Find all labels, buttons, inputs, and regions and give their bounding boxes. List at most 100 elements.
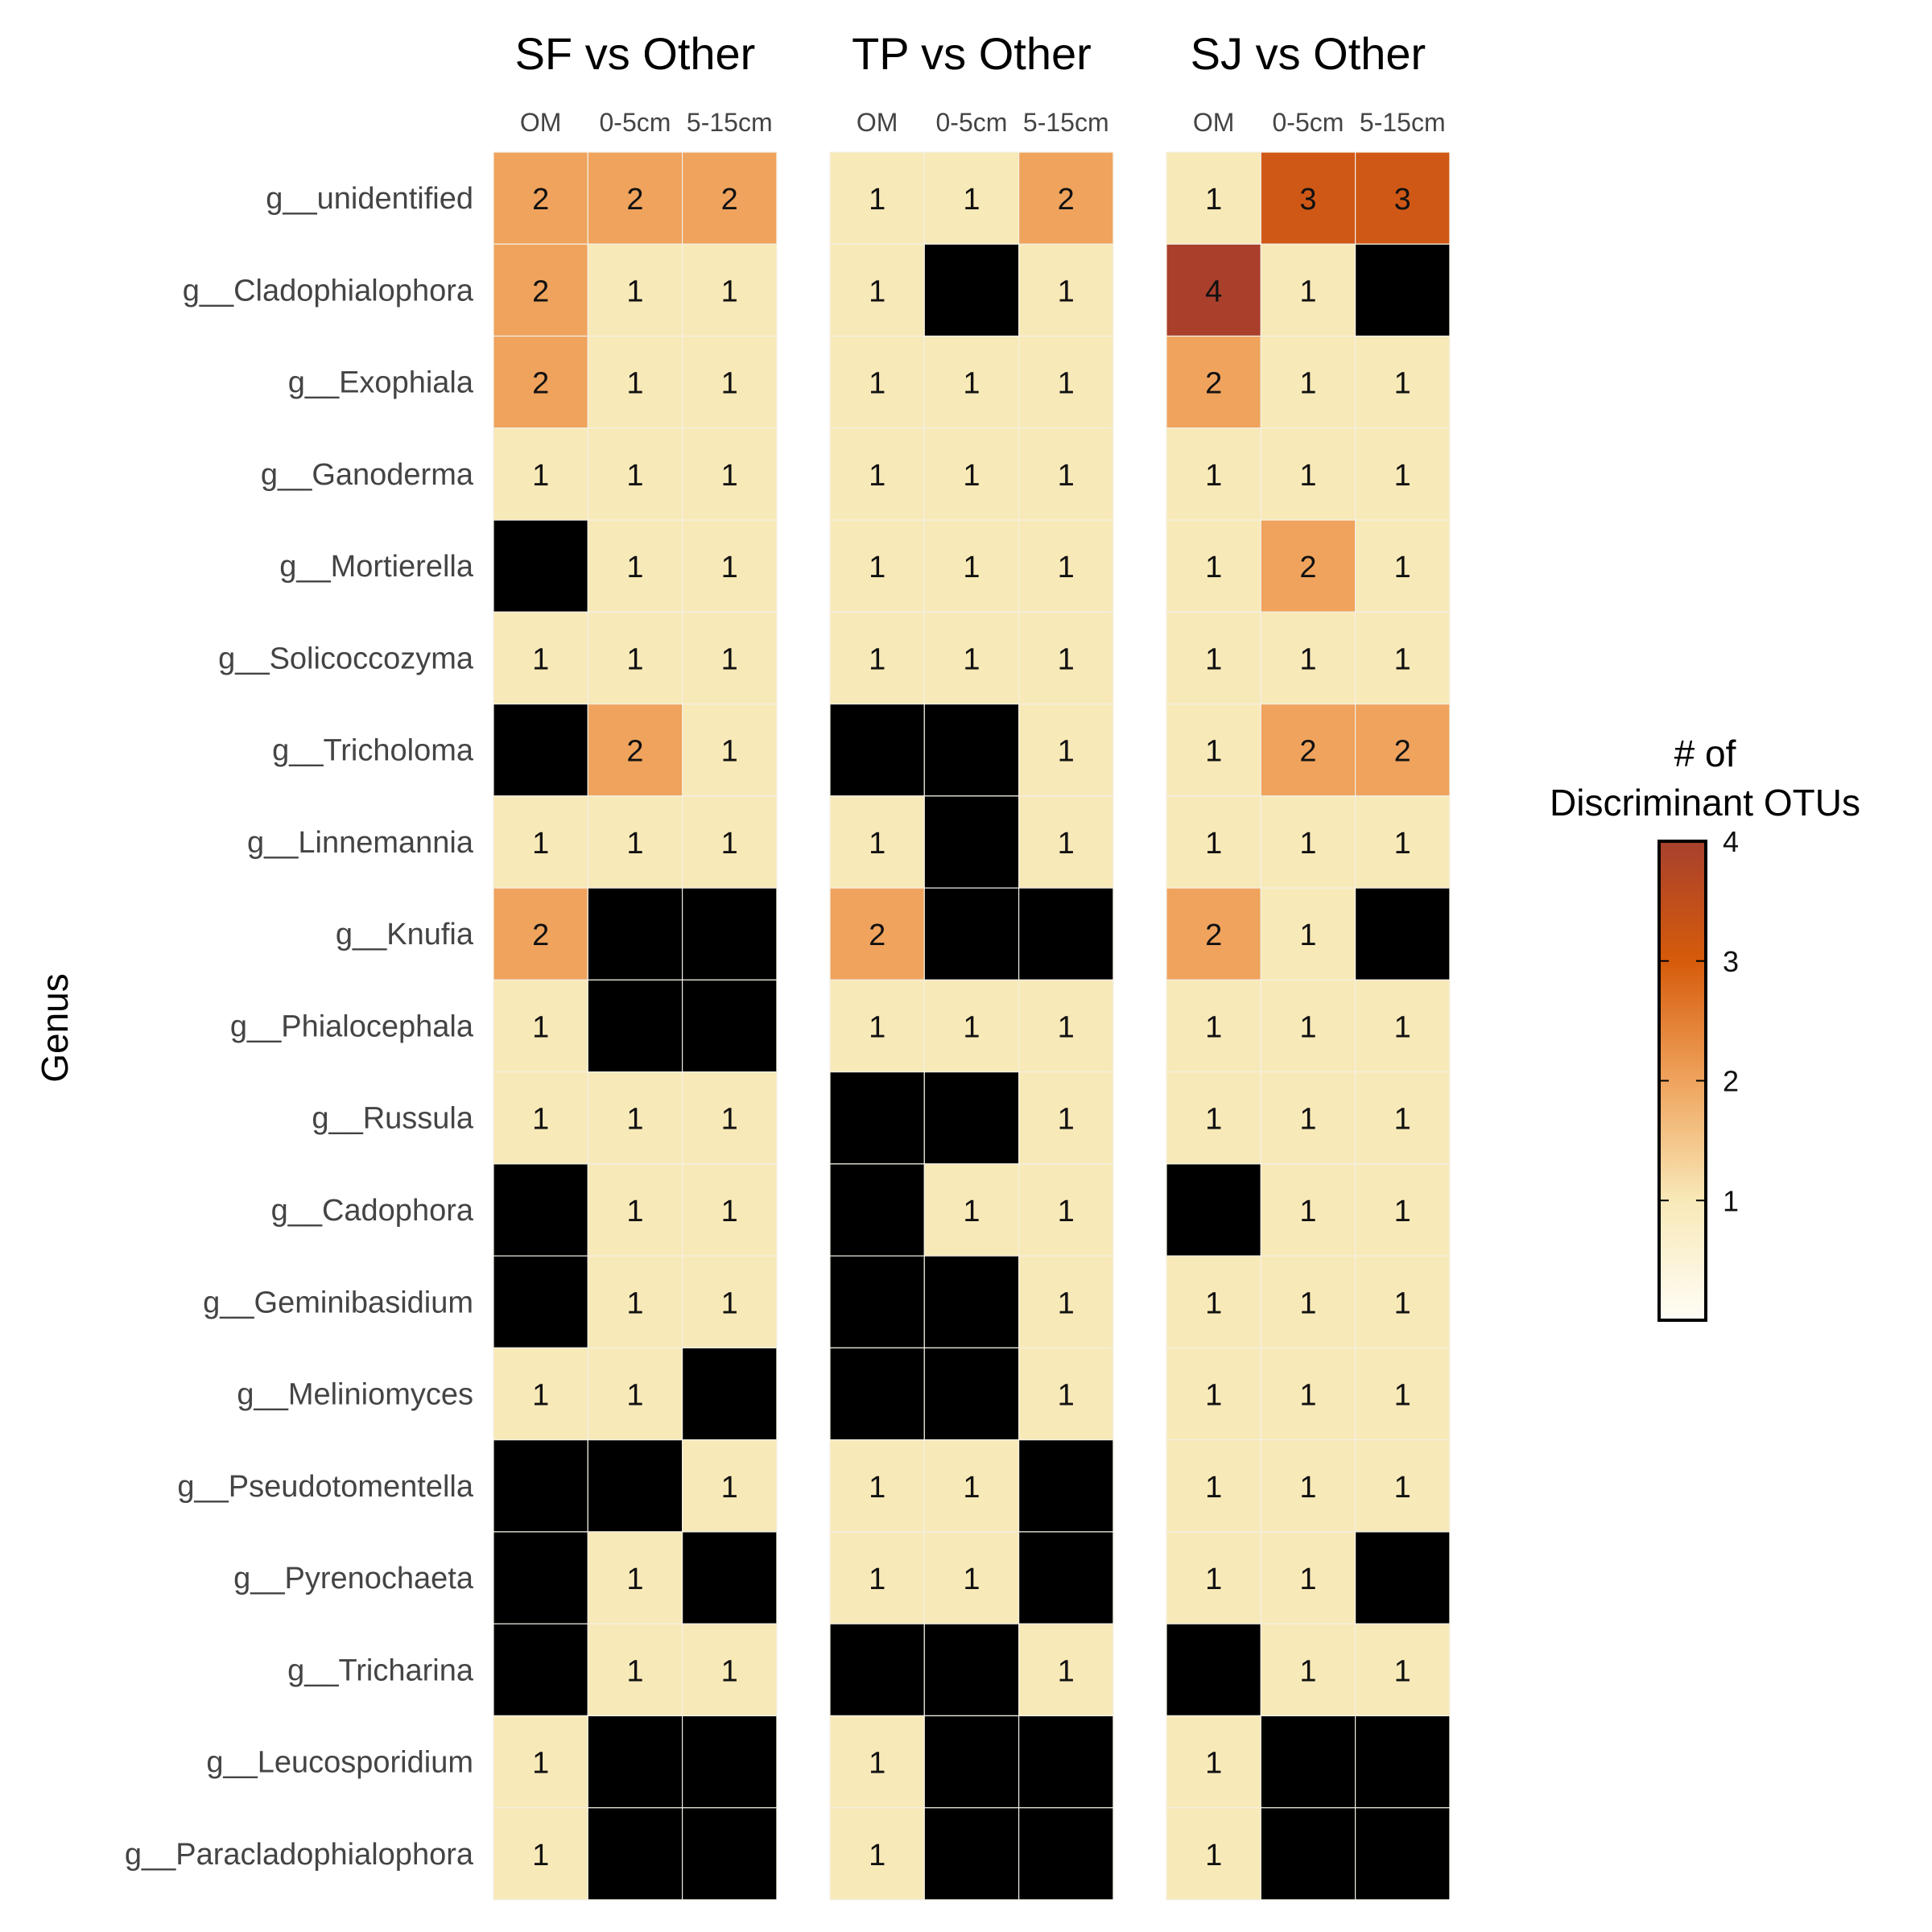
heatmap-cell xyxy=(681,979,778,1073)
panel-title: SF vs Other xyxy=(515,28,756,79)
heatmap-cell xyxy=(1018,1807,1114,1901)
heatmap-cell xyxy=(493,519,588,613)
heatmap-cell xyxy=(923,1255,1020,1348)
heatmap-cell xyxy=(493,1807,588,1901)
heatmap-cell xyxy=(1354,1071,1451,1165)
cell-value-label: 2 xyxy=(869,919,886,952)
heatmap-cell xyxy=(1354,1807,1451,1901)
cell-value-label: 1 xyxy=(532,1747,549,1781)
heatmap-cell xyxy=(829,1439,925,1533)
cell-value-label: 1 xyxy=(1058,1286,1075,1320)
heatmap-cell xyxy=(1260,519,1356,613)
heatmap-cell xyxy=(681,151,778,245)
heatmap-cell xyxy=(1260,1623,1356,1717)
cell-value-label: 1 xyxy=(1299,919,1316,952)
heatmap-cell xyxy=(493,243,588,337)
cell-value-label: 1 xyxy=(1394,1654,1411,1688)
heatmap-cell xyxy=(1166,519,1261,613)
cell-value-label: 1 xyxy=(626,459,643,493)
row-label: g__Cadophora xyxy=(271,1194,474,1228)
cell-value-label: 1 xyxy=(1058,1379,1075,1413)
heatmap-cell xyxy=(923,427,1020,521)
cell-value-label: 2 xyxy=(1299,551,1316,584)
heatmap-cell xyxy=(587,243,683,337)
heatmap-cell xyxy=(829,1163,925,1257)
column-label: 0-5cm xyxy=(935,108,1007,137)
cell-value-label: 1 xyxy=(626,1379,643,1413)
heatmap-cell xyxy=(1260,887,1356,980)
cell-value-label: 1 xyxy=(1299,1563,1316,1596)
cell-value-label: 1 xyxy=(1205,1563,1222,1596)
heatmap-cell xyxy=(1260,979,1356,1073)
cell-value-label: 1 xyxy=(963,551,980,584)
cell-value-label: 1 xyxy=(1299,827,1316,861)
cell-value-label: 1 xyxy=(1299,1379,1316,1413)
cell-value-label: 1 xyxy=(721,275,738,308)
row-label: g__unidentified xyxy=(266,182,473,216)
heatmap-cell xyxy=(829,335,925,429)
cell-value-label: 1 xyxy=(1058,1654,1075,1688)
heatmap-cell xyxy=(923,703,1020,797)
heatmap-cell xyxy=(681,1071,778,1165)
heatmap-cell xyxy=(1354,427,1451,521)
cell-value-label: 1 xyxy=(721,735,738,769)
heatmap-cell xyxy=(1166,795,1261,889)
cell-value-label: 1 xyxy=(963,1471,980,1505)
heatmap-cell xyxy=(1166,427,1261,521)
cell-value-label: 1 xyxy=(1205,1471,1222,1505)
cell-value-label: 1 xyxy=(721,459,738,493)
heatmap-cell xyxy=(829,611,925,705)
heatmap-cell xyxy=(493,1623,588,1717)
cell-value-label: 1 xyxy=(1299,1103,1316,1137)
heatmap-cell xyxy=(681,1163,778,1257)
heatmap-cell xyxy=(829,1071,925,1165)
heatmap-cell xyxy=(1260,1531,1356,1624)
row-label: g__Solicoccozyma xyxy=(218,642,474,675)
cell-value-label: 2 xyxy=(532,275,549,308)
heatmap-cell xyxy=(1166,1623,1261,1717)
cell-value-label: 1 xyxy=(721,827,738,861)
cell-value-label: 1 xyxy=(963,642,980,676)
heatmap-cell xyxy=(681,703,778,797)
cell-value-label: 1 xyxy=(721,367,738,401)
y-axis-title: Genus xyxy=(34,973,76,1083)
heatmap-cell xyxy=(1166,1531,1261,1624)
cell-value-label: 1 xyxy=(1205,183,1222,217)
column-label: 0-5cm xyxy=(599,108,671,137)
heatmap-cell xyxy=(587,1439,683,1533)
row-label: g__Mortierella xyxy=(279,550,474,584)
heatmap-cell xyxy=(1260,1715,1356,1809)
row-label: g__Russula xyxy=(312,1102,474,1136)
row-label: g__Tricharina xyxy=(287,1653,474,1687)
cell-value-label: 1 xyxy=(869,183,886,217)
cell-value-label: 1 xyxy=(721,1286,738,1320)
legend-tick-label: 3 xyxy=(1723,945,1739,978)
cell-value-label: 1 xyxy=(532,1010,549,1044)
heatmap-cell xyxy=(1260,1439,1356,1533)
heatmap-cell xyxy=(829,703,925,797)
cell-value-label: 1 xyxy=(1205,1839,1222,1872)
row-label: g__Exophiala xyxy=(288,366,474,400)
heatmap-cell xyxy=(923,1715,1020,1809)
legend-tick-label: 2 xyxy=(1723,1065,1739,1098)
row-label: g__Phialocephala xyxy=(230,1009,474,1043)
heatmap-cell xyxy=(1166,1163,1261,1257)
heatmap-cell xyxy=(1018,1163,1114,1257)
cell-value-label: 2 xyxy=(626,183,643,217)
heatmap-cell xyxy=(681,427,778,521)
heatmap-cell xyxy=(681,887,778,980)
cell-value-label: 1 xyxy=(626,275,643,308)
heatmap-cell xyxy=(1354,611,1451,705)
heatmap-cell xyxy=(493,1531,588,1624)
cell-value-label: 2 xyxy=(626,735,643,769)
cell-value-label: 1 xyxy=(1299,1286,1316,1320)
row-label: g__Leucosporidium xyxy=(206,1746,473,1780)
cell-value-label: 1 xyxy=(721,642,738,676)
cell-value-label: 1 xyxy=(1205,735,1222,769)
heatmap-cell xyxy=(829,1255,925,1348)
cell-value-label: 1 xyxy=(1205,459,1222,493)
heatmap-cell xyxy=(829,1715,925,1809)
heatmap-cell xyxy=(587,1531,683,1624)
cell-value-label: 1 xyxy=(1299,367,1316,401)
heatmap-cell xyxy=(587,795,683,889)
